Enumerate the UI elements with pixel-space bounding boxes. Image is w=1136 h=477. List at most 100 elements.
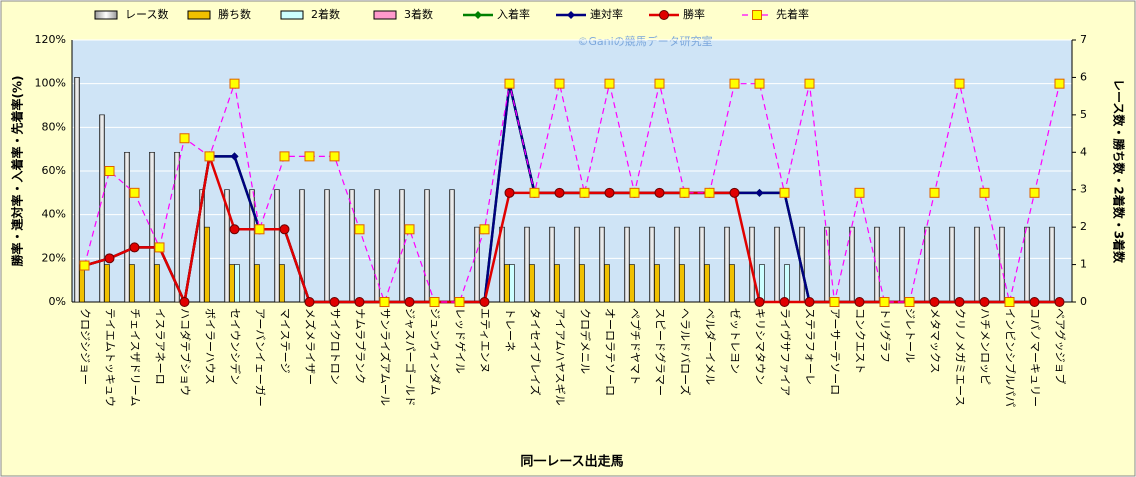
bar: [224, 189, 230, 303]
line-marker: [754, 78, 765, 89]
bar: [674, 226, 680, 303]
line-marker: [179, 297, 190, 307]
bar: [574, 226, 580, 303]
line-marker: [479, 297, 490, 307]
bar: [399, 189, 405, 303]
line-marker: [579, 187, 590, 198]
line-marker: [779, 297, 790, 307]
line-marker: [354, 297, 365, 307]
x-tick-label: メズメライザー: [304, 308, 318, 385]
x-tick-label: クリノメガミエース: [954, 308, 967, 406]
y2-tick-label: 4: [1080, 145, 1087, 158]
bar: [274, 189, 280, 303]
bar: [129, 264, 135, 303]
line-marker: [229, 78, 240, 89]
x-tick-label: アーサーテソーロ: [829, 308, 842, 395]
x-tick-label: ジレトール: [904, 308, 917, 363]
y-tick-label: 100%: [35, 77, 66, 90]
bar: [324, 189, 330, 303]
y2-tick-label: 5: [1080, 108, 1087, 121]
legend-swatch: [373, 10, 397, 20]
bar: [624, 226, 630, 303]
legend-label: 勝ち数: [218, 7, 251, 21]
x-tick-label: オーロラテソーロ: [604, 308, 617, 396]
x-tick-label: キリシマタウン: [754, 308, 767, 385]
bar: [504, 264, 510, 303]
legend-label: 3着数: [404, 7, 433, 21]
line-marker: [154, 242, 165, 253]
bar: [784, 264, 790, 303]
x-tick-label: トレーネ: [504, 308, 517, 352]
line-marker: [604, 78, 615, 89]
line-marker: [404, 297, 415, 307]
line-marker: [279, 151, 290, 162]
bar: [579, 264, 585, 303]
y2-tick-label: 7: [1080, 33, 1087, 46]
line-marker: [129, 187, 140, 198]
x-tick-label: スピードグラマー: [654, 308, 668, 396]
x-tick-label: ボイラーハウス: [204, 308, 217, 385]
x-axis-title: 同一レース出走馬: [520, 454, 623, 470]
legend-swatch: [280, 10, 304, 20]
x-tick-label: クロデメニル: [579, 308, 593, 374]
x-tick-label: ステラフォーレ: [804, 308, 817, 385]
line-marker: [854, 297, 865, 307]
line-marker: [554, 78, 565, 89]
line-marker: [1054, 78, 1065, 89]
bar: [204, 226, 210, 303]
line-marker: [204, 151, 215, 162]
x-tick-label: ヘラルドバローズ: [679, 308, 693, 395]
line-marker: [979, 187, 990, 198]
line-marker: [954, 78, 965, 89]
line-marker: [479, 224, 490, 235]
x-tick-label: ナムラブランク: [354, 308, 368, 384]
line-marker: [104, 166, 115, 176]
y-tick-label: 60%: [42, 164, 66, 177]
line-marker: [1054, 297, 1065, 307]
line-marker: [654, 187, 665, 198]
y2-tick-label: 3: [1080, 183, 1087, 196]
bar: [279, 264, 285, 303]
y-tick-label: 120%: [35, 33, 66, 46]
bar: [349, 189, 355, 303]
bar: [509, 264, 515, 303]
line-marker: [230, 152, 239, 161]
line-marker: [854, 187, 865, 198]
y2-tick-label: 6: [1080, 70, 1087, 83]
y-tick-label: 40%: [42, 208, 66, 221]
x-tick-label: サンライズアムール: [379, 308, 393, 406]
x-tick-label: クロジシジョー: [79, 308, 92, 385]
bar: [729, 264, 735, 303]
x-tick-label: エティエンヌ: [479, 308, 492, 373]
line-marker: [304, 151, 315, 162]
bar: [629, 264, 635, 303]
bar: [529, 264, 535, 303]
bar: [104, 264, 110, 303]
line-marker: [529, 187, 540, 198]
bar: [704, 264, 710, 303]
line-marker: [779, 187, 790, 198]
bar: [654, 264, 660, 303]
line-marker: [504, 187, 515, 198]
line-marker: [1029, 297, 1040, 307]
bar: [174, 151, 180, 303]
line-marker: [1004, 297, 1015, 307]
bar: [849, 226, 855, 303]
bar: [949, 226, 955, 303]
x-tick-label: ベルダーイメル: [704, 308, 718, 385]
line-marker: [979, 297, 990, 307]
bar: [99, 114, 105, 303]
legend-swatch: [94, 10, 118, 20]
line-marker: [804, 297, 815, 307]
line: [83, 83, 1061, 304]
x-tick-label: ゼットレヨン: [729, 308, 742, 374]
x-tick-label: インビンシブルパパ: [1004, 308, 1018, 407]
bar: [74, 77, 80, 303]
y-axis-title: 勝率・連対率・入着率・先着率(%): [10, 76, 25, 267]
line-marker: [804, 78, 815, 89]
bar: [899, 226, 905, 303]
line-marker: [554, 187, 565, 198]
bar: [599, 226, 605, 303]
bar: [924, 226, 930, 303]
bar: [124, 151, 130, 303]
